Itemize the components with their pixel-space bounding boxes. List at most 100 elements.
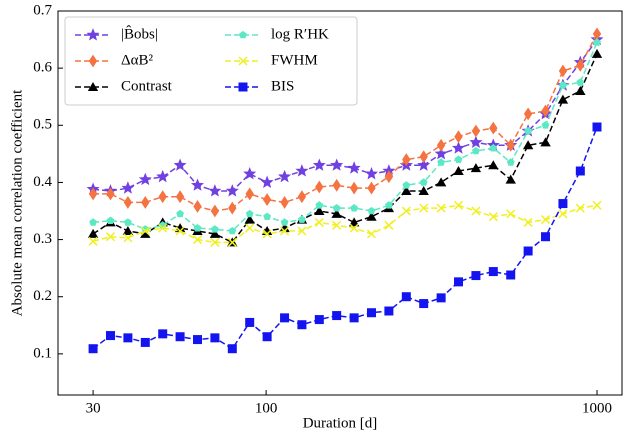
point <box>541 232 551 242</box>
point <box>228 201 237 215</box>
point <box>505 174 516 184</box>
point <box>419 150 428 164</box>
point <box>523 217 533 227</box>
point <box>401 292 411 302</box>
point <box>575 86 586 95</box>
point <box>140 226 150 236</box>
point <box>280 195 289 209</box>
point <box>522 140 534 150</box>
point <box>435 177 447 187</box>
point <box>367 181 376 195</box>
point <box>453 166 464 175</box>
point <box>575 166 585 176</box>
point <box>402 181 411 189</box>
y-tick-label: 0.4 <box>33 174 52 190</box>
point <box>384 306 394 316</box>
point <box>419 203 429 213</box>
point <box>347 161 361 174</box>
point <box>488 267 498 277</box>
point <box>123 233 133 243</box>
point <box>315 180 324 194</box>
point <box>225 184 239 197</box>
point <box>452 141 466 154</box>
legend-label: log R′HK <box>271 26 329 42</box>
point <box>402 153 411 167</box>
y-tick-label: 0.6 <box>33 60 52 76</box>
point <box>175 190 185 204</box>
y-tick-label: 0.2 <box>33 288 52 304</box>
series-line <box>92 204 598 244</box>
legend-marker <box>86 28 100 41</box>
y-tick-label: 0.7 <box>33 2 52 18</box>
point <box>436 203 446 213</box>
point <box>332 178 341 192</box>
point <box>472 146 480 155</box>
point <box>384 170 394 184</box>
series-line <box>93 39 598 192</box>
point <box>298 215 306 223</box>
point <box>471 271 481 281</box>
point <box>367 206 376 215</box>
point <box>350 181 359 195</box>
point <box>558 64 568 78</box>
point <box>244 214 255 224</box>
point <box>262 332 272 342</box>
point <box>245 209 254 218</box>
point <box>105 232 116 242</box>
point <box>193 335 203 345</box>
legend-marker <box>88 54 98 68</box>
point <box>365 167 378 180</box>
point <box>280 313 290 323</box>
y-tick-label: 0.3 <box>33 231 52 247</box>
point <box>489 121 498 135</box>
point <box>295 164 309 177</box>
point <box>434 147 448 160</box>
point <box>366 211 377 221</box>
legend-box <box>64 16 358 106</box>
point <box>138 172 152 186</box>
point <box>419 178 428 186</box>
legend-label: Contrast <box>121 78 173 94</box>
point <box>297 320 307 330</box>
point <box>209 228 221 238</box>
point <box>506 138 515 152</box>
point <box>122 225 134 235</box>
point <box>523 246 533 256</box>
point <box>88 187 98 201</box>
point <box>436 138 446 152</box>
point <box>280 226 290 236</box>
point <box>88 236 98 246</box>
point <box>330 158 344 171</box>
point <box>349 313 359 323</box>
point <box>454 155 463 163</box>
point <box>87 228 99 238</box>
point <box>454 130 463 144</box>
point <box>158 223 168 233</box>
point <box>331 208 342 218</box>
point <box>384 220 394 230</box>
legend-label: ΔαB² <box>121 52 154 68</box>
point <box>332 311 342 321</box>
point <box>348 217 360 227</box>
point <box>524 126 532 135</box>
point <box>506 209 516 219</box>
point <box>123 333 133 343</box>
point <box>176 209 184 218</box>
point <box>210 333 220 343</box>
point <box>506 158 515 166</box>
legend-marker <box>238 82 248 92</box>
point <box>227 237 237 247</box>
point <box>366 308 376 318</box>
point <box>401 206 411 216</box>
point <box>262 193 272 207</box>
point <box>191 178 204 191</box>
point <box>105 331 115 341</box>
legend-marker <box>87 81 99 91</box>
point <box>576 78 585 86</box>
point <box>593 38 601 46</box>
point <box>175 332 185 342</box>
point <box>192 235 203 245</box>
legend-marker <box>239 30 247 39</box>
point <box>210 204 220 218</box>
